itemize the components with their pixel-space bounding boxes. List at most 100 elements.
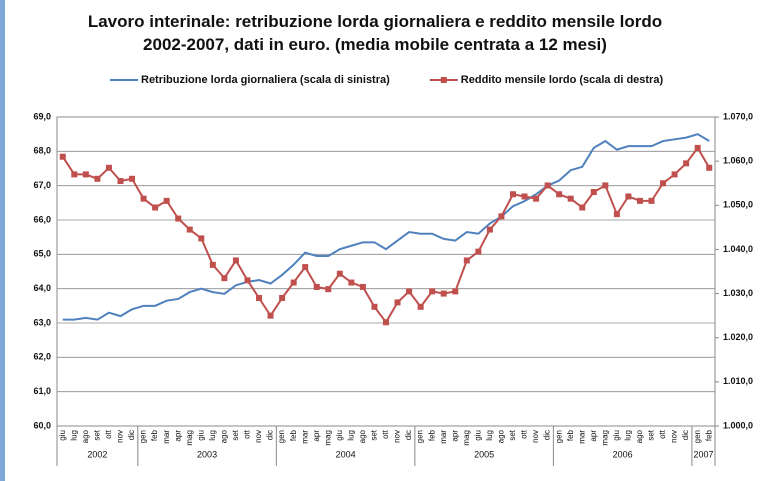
x-tick-label: feb (289, 429, 298, 441)
x-tick-label: giu (612, 430, 621, 441)
legend-label: Retribuzione lorda giornaliera (scala di… (141, 74, 390, 86)
y2-tick-label: 1.040,0 (723, 244, 753, 254)
x-group-label: 2003 (197, 449, 217, 459)
x-tick-label: apr (312, 430, 321, 442)
x-tick-label: ago (497, 429, 506, 443)
marker (521, 193, 528, 200)
marker (244, 277, 251, 284)
x-tick-label: mag (185, 430, 194, 446)
marker (186, 226, 193, 233)
x-tick-label: set (370, 429, 379, 440)
y2-tick-label: 1.060,0 (723, 156, 753, 166)
x-tick-label: mag (600, 430, 609, 446)
marker (140, 195, 147, 202)
marker (371, 303, 378, 310)
marker (429, 288, 436, 295)
marker (475, 248, 482, 255)
marker (82, 171, 89, 178)
x-tick-label: giu (196, 430, 205, 441)
marker (417, 303, 424, 310)
x-tick-label: dic (127, 430, 136, 440)
x-tick-label: set (508, 429, 517, 440)
y-tick-label: 62,0 (33, 352, 51, 362)
marker (313, 283, 320, 290)
y-tick-label: 68,0 (33, 146, 51, 156)
x-tick-label: set (647, 429, 656, 440)
x-tick-label: nov (531, 430, 540, 443)
marker (579, 204, 586, 211)
legend-marker (440, 77, 447, 83)
x-tick-label: gen (277, 430, 286, 443)
marker (452, 288, 459, 295)
marker (613, 211, 620, 218)
x-tick-label: mag (462, 430, 471, 446)
y-tick-label: 60,0 (33, 420, 51, 430)
x-group-label: 2004 (336, 449, 356, 459)
marker (683, 160, 690, 167)
x-tick-label: nov (254, 430, 263, 443)
x-tick-label: mar (300, 430, 309, 444)
marker (544, 182, 551, 189)
x-group-label: 2002 (87, 449, 107, 459)
series-line (62, 133, 710, 321)
marker (221, 275, 228, 282)
x-tick-label: ago (635, 429, 644, 443)
marker (394, 299, 401, 306)
marker (232, 257, 239, 264)
marker (325, 286, 332, 293)
x-tick-label: feb (150, 429, 159, 441)
x-group-label: 2006 (613, 449, 633, 459)
marker (706, 164, 713, 171)
x-tick-label: ago (81, 429, 90, 443)
marker (567, 195, 574, 202)
marker (383, 319, 389, 326)
x-tick-label: nov (670, 430, 679, 443)
x-tick-label: dic (266, 430, 275, 440)
y-tick-label: 67,0 (33, 180, 51, 190)
marker (163, 197, 170, 204)
y2-tick-label: 1.000,0 (723, 420, 753, 430)
x-tick-label: gen (693, 430, 702, 443)
y-tick-label: 66,0 (33, 214, 51, 224)
y2-tick-label: 1.030,0 (723, 288, 753, 298)
marker (636, 197, 643, 204)
x-tick-label: dic (404, 430, 413, 440)
x-tick-label: ott (381, 429, 390, 439)
marker (302, 264, 309, 271)
marker (498, 213, 505, 220)
marker (117, 178, 124, 185)
marker (198, 235, 205, 242)
x-tick-label: dic (681, 430, 690, 440)
x-tick-label: mar (577, 430, 586, 444)
marker (671, 171, 678, 178)
marker (279, 294, 286, 301)
marker (463, 257, 470, 264)
x-tick-label: mar (162, 430, 171, 444)
marker (625, 193, 632, 200)
chart-title: Lavoro interinale: retribuzione lorda gi… (87, 12, 663, 54)
y-tick-label: 69,0 (33, 111, 51, 121)
plot-area (56, 116, 716, 427)
y-tick-label: 64,0 (33, 283, 51, 293)
x-tick-label: giu (473, 430, 482, 441)
x-tick-label: lug (208, 430, 217, 441)
marker (290, 279, 297, 286)
x-tick-label: ott (658, 429, 667, 439)
x-tick-label: apr (450, 430, 459, 442)
legend-label: Reddito mensile lordo (scala di destra) (461, 74, 664, 86)
x-tick-label: giu (335, 430, 344, 441)
marker (129, 175, 136, 182)
x-tick-label: gen (139, 430, 148, 443)
x-tick-label: gen (416, 430, 425, 443)
marker (71, 171, 78, 178)
series-line (61, 146, 711, 325)
x-tick-label: giu (58, 430, 67, 441)
marker (59, 153, 66, 160)
marker (94, 175, 101, 182)
y-tick-label: 65,0 (33, 249, 51, 259)
y2-tick-label: 1.020,0 (723, 332, 753, 342)
marker (486, 226, 493, 233)
chart: 60,0 61,0 62,0 63,0 64,0 65,0 66,0 67,0 68,0 69,0… (33, 74, 753, 466)
marker (533, 195, 540, 202)
x-tick-label: ott (104, 429, 113, 439)
